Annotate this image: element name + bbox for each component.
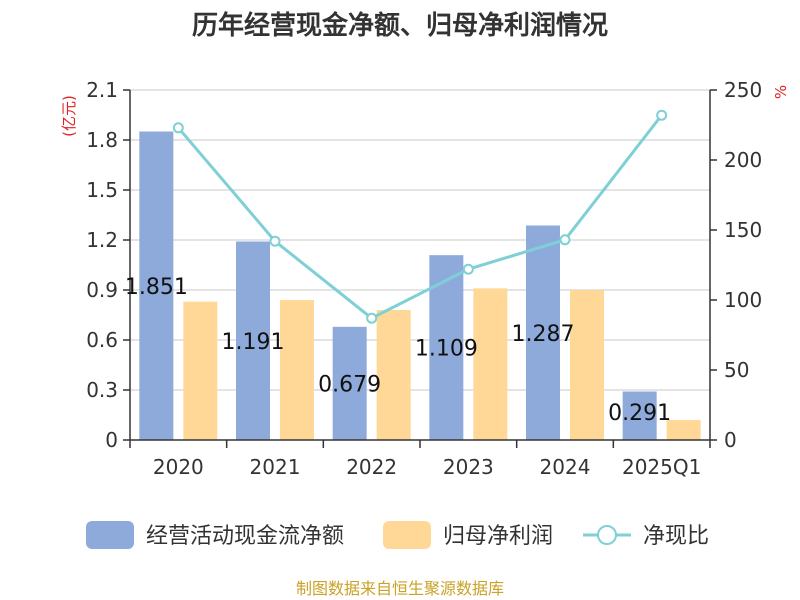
gridlines [130, 89, 710, 391]
left-tick-label: 1.5 [86, 178, 118, 202]
left-tick-label: 2.1 [86, 78, 118, 102]
x-tick-label: 2020 [153, 455, 204, 479]
ratio-point [366, 312, 378, 324]
bar-net-profit [570, 290, 604, 440]
right-tick-label: 50 [724, 358, 749, 382]
x-tick-label: 2021 [250, 455, 301, 479]
legend-label-cashflow: 经营活动现金流净额 [146, 524, 344, 549]
legend-label-net-profit: 归母净利润 [443, 524, 553, 549]
left-axis-unit: (亿元) [60, 95, 78, 137]
data-label: 0.291 [608, 401, 671, 426]
legend-swatch-net-profit [383, 521, 431, 549]
left-tick-label: 0 [105, 428, 118, 452]
legend-swatch-cashflow [86, 521, 134, 549]
ratio-point [656, 109, 668, 121]
x-tick-label: 2023 [443, 455, 494, 479]
chart-title: 历年经营现金净额、归母净利润情况 [192, 10, 608, 41]
data-label: 1.851 [125, 275, 188, 300]
right-tick-label: 150 [724, 218, 762, 242]
bars [139, 131, 701, 440]
legend-marker-ratio [597, 525, 617, 545]
data-label: 0.679 [318, 372, 381, 397]
legend: 经营活动现金流净额 归母净利润 净现比 [86, 521, 709, 549]
data-labels: 1.851 1.191 0.679 1.109 1.287 0.291 [125, 275, 671, 426]
right-tick-label: 250 [724, 78, 762, 102]
bar-cashflow [236, 241, 270, 440]
x-tick-label: 2025Q1 [622, 455, 701, 479]
bar-net-profit [376, 310, 411, 440]
bar-cashflow [139, 131, 174, 440]
right-tick-label: 200 [724, 148, 762, 172]
bar-net-profit [183, 301, 218, 440]
ratio-point [462, 263, 474, 275]
data-label: 1.191 [222, 330, 285, 355]
ratio-point [172, 122, 184, 134]
ratio-point [269, 235, 281, 247]
axes: 0 0.3 0.6 0.9 1.2 1.5 1.8 2.1 0 50 100 150 200 250 202… [86, 78, 762, 479]
source-note: 制图数据来自恒生聚源数据库 [296, 579, 504, 598]
bar-cashflow [332, 326, 367, 440]
x-tick-label: 2022 [346, 455, 397, 479]
left-tick-label: 0.9 [86, 278, 118, 302]
bar-net-profit [473, 288, 508, 440]
left-tick-label: 1.2 [86, 228, 118, 252]
ratio-point [559, 234, 571, 246]
bar-net-profit [280, 300, 314, 440]
bar-cashflow [526, 225, 560, 440]
right-axis-unit: % [772, 85, 790, 99]
data-label: 1.287 [512, 322, 575, 347]
left-tick-label: 0.3 [86, 378, 118, 402]
left-tick-label: 1.8 [86, 128, 118, 152]
bar-net-profit [666, 420, 701, 440]
legend-label-ratio: 净现比 [643, 524, 709, 549]
right-tick-label: 0 [724, 428, 737, 452]
right-tick-label: 100 [724, 288, 762, 312]
ratio-line [172, 109, 668, 324]
ratio-line-path [177, 114, 663, 320]
bar-cashflow [622, 391, 657, 440]
left-tick-label: 0.6 [86, 328, 118, 352]
x-tick-label: 2024 [540, 455, 591, 479]
data-label: 1.109 [415, 337, 478, 362]
